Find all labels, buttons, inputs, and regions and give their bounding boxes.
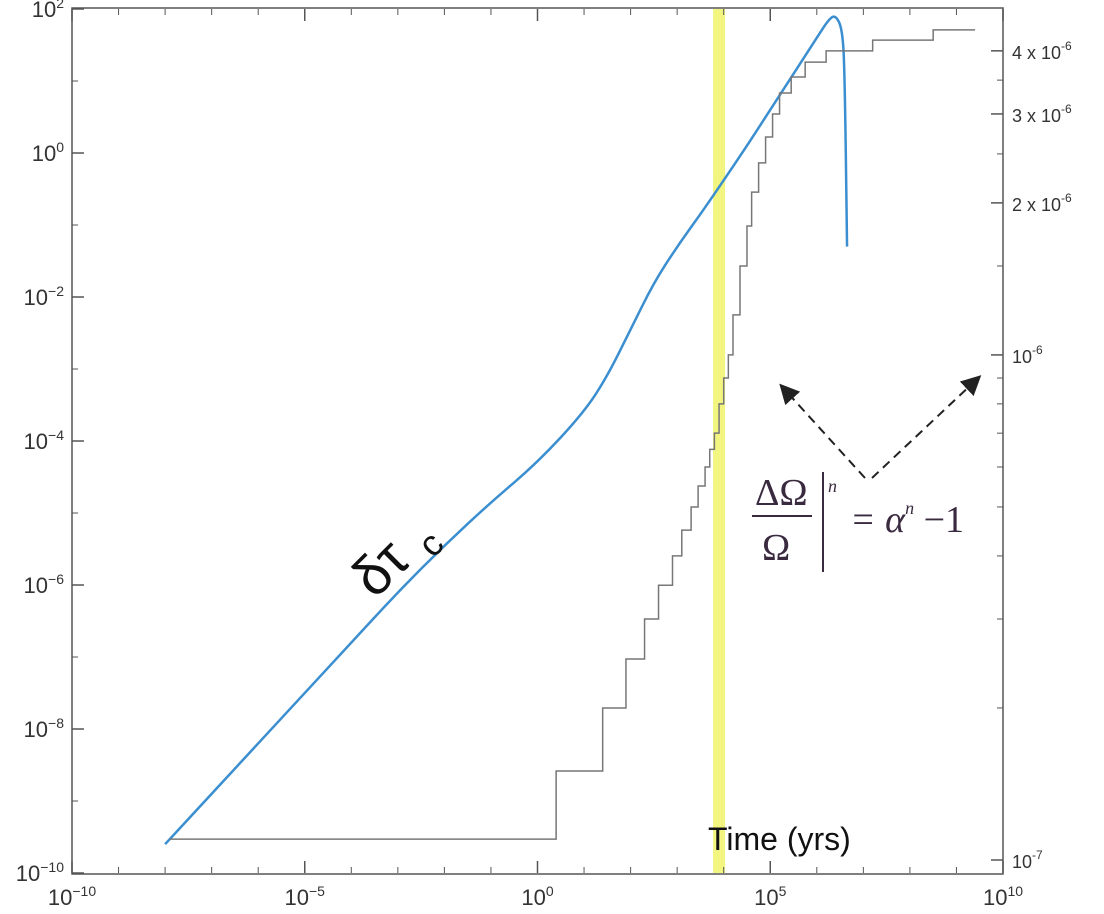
series-step-delta-omega [169, 29, 976, 840]
series-layer [164, 15, 976, 846]
y-right-tick-label-base: 4 x 10 [1012, 43, 1061, 63]
y-right-tick-label-exp: -6 [1061, 191, 1072, 205]
y-left-tick-label: 10−10 [16, 859, 64, 886]
series-line-delta-tau [164, 15, 849, 846]
y-right-tick-label-base: 3 x 10 [1012, 106, 1061, 126]
y-right-tick-label-exp: -6 [1061, 102, 1072, 116]
arrow-to-step-curve [779, 383, 866, 479]
x-axis-label: Time (yrs) [708, 821, 851, 857]
y-right-tick-label-exp: -7 [1032, 848, 1043, 862]
x-tick-label-exp: −10 [72, 883, 96, 899]
y-right-tick-label-base: 2 x 10 [1012, 195, 1061, 215]
equation-annotation: ΔΩ Ω n = αn −1 [752, 472, 964, 572]
plot-frame [71, 7, 1004, 875]
eq-rhs-alpha: = α [850, 499, 906, 541]
y-left-tick-label-base: 10 [24, 573, 48, 598]
x-tick-label-exp: 10 [1007, 883, 1023, 899]
y-right-tick-label-base: 10 [1012, 347, 1032, 367]
x-tick-label: 105 [754, 883, 786, 910]
y-right-tick-label: 2 x 10-6 [1012, 191, 1072, 215]
x-tick-label-base: 10 [754, 885, 778, 910]
ticks-layer: 10−10 10−5 100 105 101010210010−210−410−610−… [16, 0, 1072, 910]
y-left-tick-label-exp: −4 [48, 427, 64, 443]
x-tick-label-base: 10 [983, 885, 1007, 910]
x-tick-label: 10−5 [285, 883, 326, 910]
y-left-tick-label-base: 10 [24, 429, 48, 454]
x-tick-label: 10−10 [48, 883, 96, 910]
y-right-tick-label: 10-7 [1012, 848, 1043, 872]
x-tick-label: 1010 [983, 883, 1023, 910]
y-left-tick-label-base: 10 [32, 141, 56, 166]
y-right-tick-label-exp: -6 [1061, 39, 1072, 53]
eq-rhs-sup: n [905, 498, 914, 518]
y-left-tick-label-base: 10 [16, 861, 40, 886]
y-left-tick-label: 102 [32, 0, 64, 22]
y-left-tick-label: 10−4 [24, 427, 65, 454]
eq-rhs-tail: −1 [914, 499, 964, 541]
x-tick-label-exp: 5 [779, 883, 787, 899]
eq-superscript: n [828, 476, 837, 496]
y-left-tick-label-exp: −2 [48, 283, 64, 299]
y-left-tick-label-exp: −10 [40, 859, 64, 875]
eq-rhs: = αn −1 [850, 498, 964, 541]
y-left-tick-label-base: 10 [24, 717, 48, 742]
y-right-tick-label: 3 x 10-6 [1012, 102, 1072, 126]
eq-numerator: ΔΩ [755, 472, 808, 514]
x-tick-label-exp: −5 [309, 883, 325, 899]
y-left-tick-label-exp: 2 [56, 0, 64, 11]
y-right-tick-label-exp: -6 [1032, 343, 1043, 357]
tau-label-text: δτ [339, 527, 421, 609]
x-tick-label: 100 [521, 883, 553, 910]
y-right-tick-label: 4 x 10-6 [1012, 39, 1072, 63]
y-left-tick-label-base: 10 [24, 285, 48, 310]
x-tick-label-base: 10 [48, 885, 72, 910]
y-left-tick-label: 10−8 [24, 715, 65, 742]
arrow-to-right-axis [871, 375, 982, 479]
eq-denominator: Ω [762, 527, 790, 569]
x-tick-label-exp: 0 [546, 883, 554, 899]
highlight-band [713, 9, 726, 873]
y-left-tick-label: 10−2 [24, 283, 65, 310]
x-tick-label-base: 10 [285, 885, 309, 910]
y-left-tick-label-exp: −6 [48, 571, 64, 587]
y-right-tick-label-base: 10 [1012, 852, 1032, 872]
y-left-tick-label-base: 10 [32, 0, 56, 22]
y-left-tick-label-exp: −8 [48, 715, 64, 731]
y-left-tick-label-exp: 0 [56, 139, 64, 155]
x-tick-label-base: 10 [521, 885, 545, 910]
y-left-tick-label: 100 [32, 139, 64, 166]
y-left-tick-label: 10−6 [24, 571, 65, 598]
y-right-tick-label: 10-6 [1012, 343, 1043, 367]
